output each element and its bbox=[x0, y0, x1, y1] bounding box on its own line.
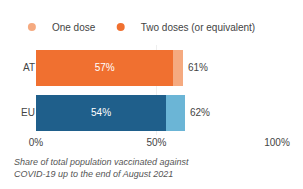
svg-text:Two doses (or equivalent): Two doses (or equivalent) bbox=[141, 22, 256, 33]
svg-text:EU: EU bbox=[21, 107, 35, 118]
svg-text:61%: 61% bbox=[188, 62, 208, 73]
svg-text:Share of total population vacc: Share of total population vaccinated aga… bbox=[14, 157, 189, 179]
svg-text:100%: 100% bbox=[264, 137, 290, 148]
svg-text:54%: 54% bbox=[91, 107, 111, 118]
svg-text:62%: 62% bbox=[190, 107, 210, 118]
svg-text:0%: 0% bbox=[29, 137, 44, 148]
svg-text:One dose: One dose bbox=[52, 22, 96, 33]
svg-text:57%: 57% bbox=[95, 62, 115, 73]
svg-text:50%: 50% bbox=[146, 137, 166, 148]
svg-text:AT: AT bbox=[23, 62, 35, 73]
